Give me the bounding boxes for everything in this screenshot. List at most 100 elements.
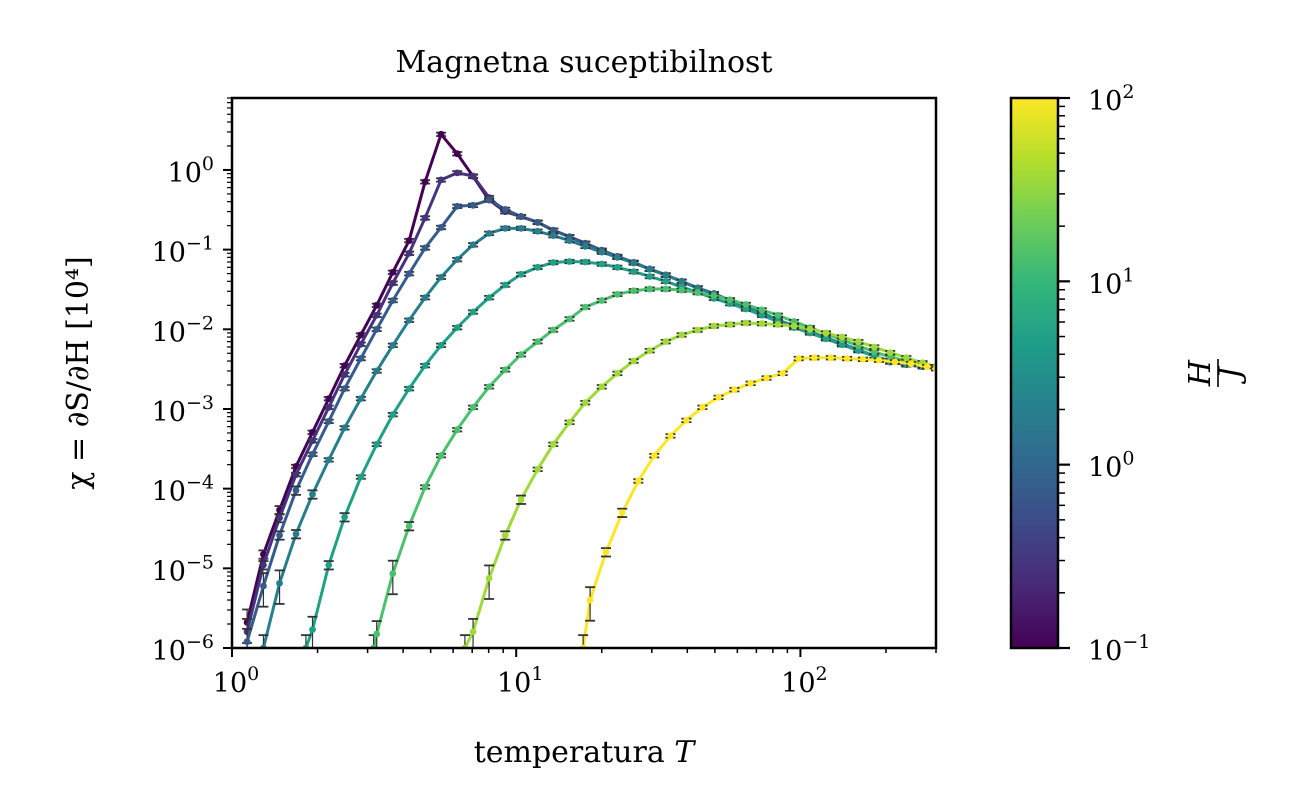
y-axis-label-text: χ = ∂S/∂H [10⁴] xyxy=(61,256,96,489)
tick-base: 10 xyxy=(152,317,186,348)
data-point xyxy=(596,260,607,268)
marker xyxy=(613,263,621,271)
marker xyxy=(682,416,690,424)
data-point xyxy=(484,564,495,600)
data-point xyxy=(665,432,676,440)
data-point xyxy=(660,338,671,346)
data-point xyxy=(242,627,253,648)
marker xyxy=(437,130,445,138)
data-point xyxy=(452,256,463,263)
data-point xyxy=(387,279,398,287)
data-point xyxy=(404,316,415,324)
tick-base: 10 xyxy=(1088,453,1122,484)
data-point xyxy=(258,560,269,571)
marker xyxy=(827,354,835,362)
marker xyxy=(437,224,445,231)
marker xyxy=(822,329,830,337)
data-point xyxy=(484,383,495,391)
marker xyxy=(646,347,654,355)
data-point xyxy=(740,301,751,308)
data-point xyxy=(644,273,655,280)
data-point xyxy=(889,358,900,366)
data-point xyxy=(548,440,559,448)
marker xyxy=(598,297,606,304)
data-point xyxy=(307,489,318,500)
marker xyxy=(698,403,706,411)
data-point xyxy=(761,374,772,382)
data-point xyxy=(548,226,559,234)
data-point xyxy=(628,268,639,275)
marker xyxy=(373,325,381,333)
colorbar-tick-label: 10−1 xyxy=(1088,631,1150,667)
data-point xyxy=(836,333,847,341)
plot-frame xyxy=(230,96,938,650)
data-point xyxy=(548,232,559,239)
marker xyxy=(662,338,670,346)
marker xyxy=(341,385,349,393)
marker xyxy=(276,531,283,539)
data-point xyxy=(596,297,607,304)
marker xyxy=(341,424,349,432)
data-point xyxy=(617,507,628,518)
marker xyxy=(581,399,589,407)
data-point xyxy=(516,494,527,505)
marker xyxy=(566,418,573,426)
data-point xyxy=(853,338,864,346)
data-point xyxy=(708,292,719,299)
data-point xyxy=(628,357,639,365)
data-point xyxy=(468,201,479,209)
marker xyxy=(469,308,477,316)
data-point xyxy=(516,351,527,359)
data-point xyxy=(756,306,767,314)
x-tick-label: 101 xyxy=(497,663,543,699)
marker xyxy=(634,477,642,485)
marker xyxy=(566,258,573,265)
marker xyxy=(566,315,573,323)
data-point xyxy=(291,529,302,540)
data-point xyxy=(404,385,415,393)
marker xyxy=(325,456,333,464)
data-point xyxy=(484,294,495,301)
marker xyxy=(598,248,606,256)
data-point xyxy=(789,322,800,330)
data-point xyxy=(842,355,853,362)
data-point xyxy=(740,319,751,327)
tick-exp: 2 xyxy=(1122,81,1134,103)
marker xyxy=(373,311,381,319)
marker xyxy=(501,224,509,232)
marker xyxy=(598,383,606,391)
data-point xyxy=(500,205,511,213)
marker xyxy=(260,561,267,569)
data-point xyxy=(580,399,591,407)
marker xyxy=(774,321,782,328)
data-point xyxy=(777,369,788,377)
y-tick-label: 10−5 xyxy=(152,551,214,587)
marker xyxy=(437,452,445,459)
data-point xyxy=(564,258,575,265)
data-point xyxy=(452,324,463,332)
marker xyxy=(747,379,755,387)
data-point xyxy=(745,379,756,387)
data-point xyxy=(649,452,660,459)
marker xyxy=(838,341,846,349)
x-tick-label: 100 xyxy=(213,663,259,699)
marker xyxy=(309,490,316,498)
marker xyxy=(501,281,509,289)
marker xyxy=(549,326,557,334)
data-point xyxy=(291,471,302,479)
data-point xyxy=(323,417,334,425)
marker xyxy=(549,232,557,239)
x-tick-label: 102 xyxy=(781,663,827,699)
marker xyxy=(325,561,333,569)
data-point xyxy=(633,477,644,485)
data-point xyxy=(436,452,447,459)
data-point xyxy=(307,615,318,648)
data-point xyxy=(628,259,639,267)
marker xyxy=(405,270,413,278)
tick-exp: −1 xyxy=(1122,631,1150,653)
marker xyxy=(357,355,365,362)
data-point xyxy=(452,169,463,177)
marker xyxy=(742,301,750,308)
data-point xyxy=(420,178,431,186)
